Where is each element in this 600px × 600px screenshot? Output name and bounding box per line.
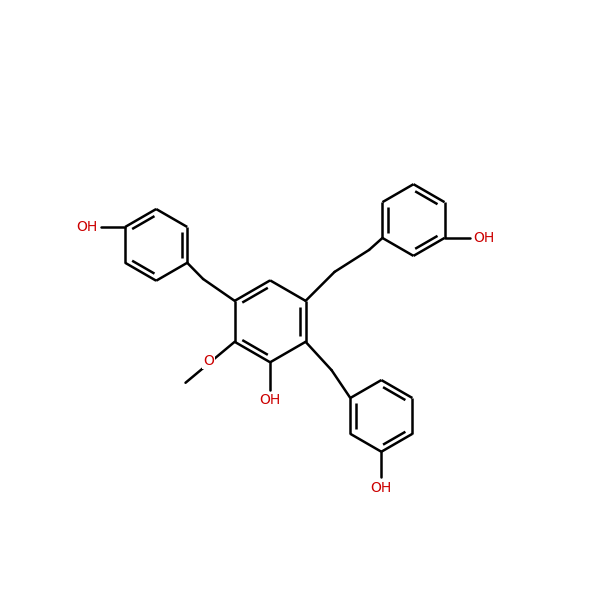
Text: OH: OH: [77, 220, 98, 234]
Text: OH: OH: [371, 481, 392, 495]
Text: OH: OH: [473, 231, 495, 245]
Text: O: O: [203, 354, 214, 368]
Text: OH: OH: [260, 393, 281, 407]
